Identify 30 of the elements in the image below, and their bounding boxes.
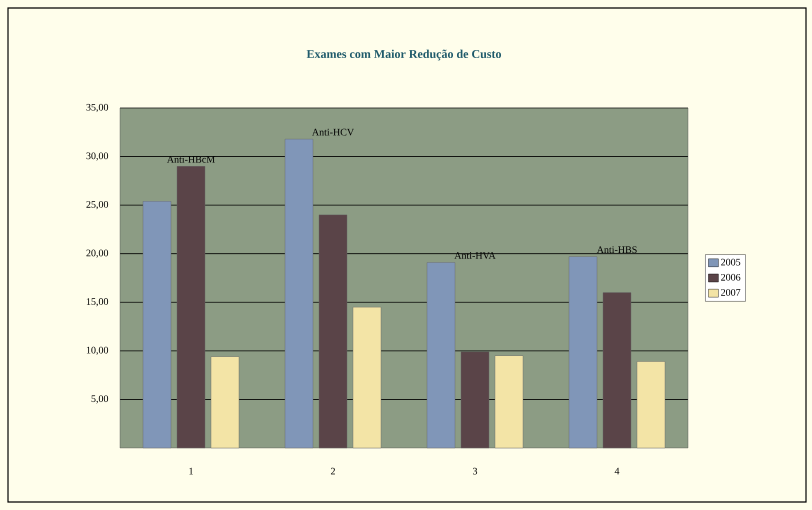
- y-tick-label: 15,00: [86, 298, 108, 306]
- bar: [460, 352, 490, 448]
- bar: [318, 214, 348, 448]
- bar: [426, 262, 456, 448]
- annotation: Anti-HBS: [596, 246, 637, 254]
- legend-label: 2006: [721, 274, 740, 281]
- bar: [176, 166, 206, 448]
- bar: [494, 356, 524, 448]
- bar: [210, 356, 240, 448]
- bar: [602, 292, 632, 448]
- bar: [568, 256, 598, 448]
- y-tick-label: 20,00: [86, 250, 108, 258]
- legend-label: 2007: [721, 289, 740, 296]
- annotation: Anti-HCV: [312, 128, 354, 136]
- y-tick-label: 10,00: [86, 346, 108, 355]
- chart-title: Exames com Maior Redução de Custo: [306, 50, 502, 60]
- y-tick-label: 35,00: [86, 104, 108, 112]
- legend-label: 2005: [721, 258, 740, 266]
- bar: [142, 201, 172, 448]
- bar: [352, 306, 382, 448]
- y-tick-label: 5,00: [92, 395, 108, 404]
- y-tick-label: 25,00: [86, 201, 108, 210]
- annotation: Anti-HVA: [454, 252, 496, 259]
- bar: [636, 361, 666, 448]
- x-tick-label: 1: [189, 468, 193, 474]
- x-tick-label: 2: [330, 468, 335, 474]
- bar: [284, 138, 314, 448]
- y-tick-label: 30,00: [86, 152, 108, 161]
- x-tick-label: 4: [614, 468, 620, 474]
- x-tick-label: 3: [472, 468, 478, 474]
